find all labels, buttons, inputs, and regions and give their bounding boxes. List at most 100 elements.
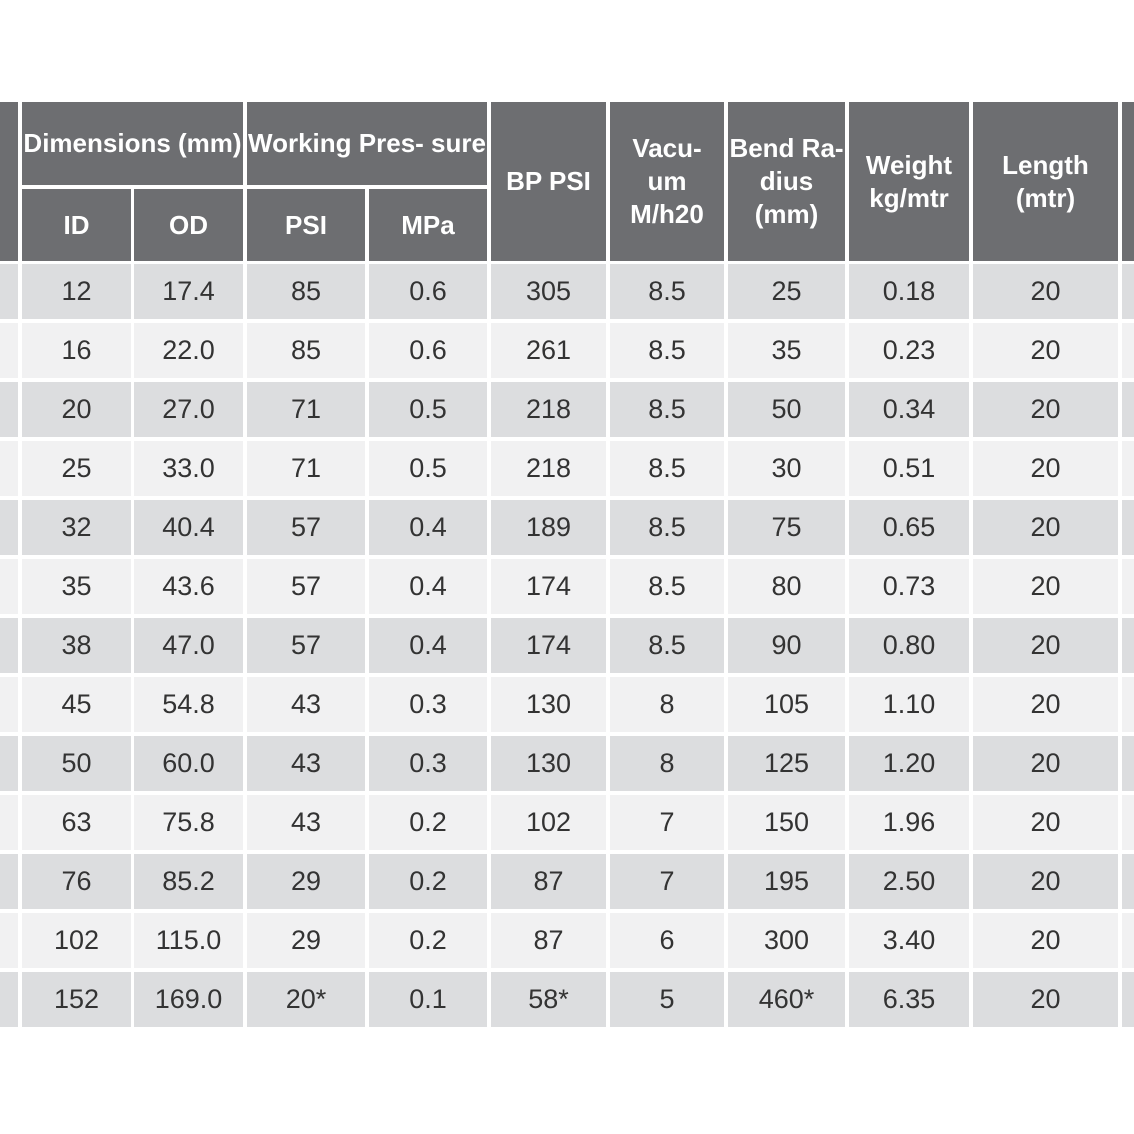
header-bp-psi: BP PSI (491, 102, 606, 261)
table-cell-id: 152 (22, 972, 131, 1027)
table-cell-bend-radius: 80 (728, 559, 845, 614)
table-cell-bp-psi: 261 (491, 323, 606, 378)
table-cell-partial-left (0, 913, 18, 968)
table-cell-bp-psi: 87 (491, 854, 606, 909)
table-cell-od: 169.0 (134, 972, 243, 1027)
table-cell-mpa: 0.4 (369, 500, 487, 555)
table-cell-psi: 43 (247, 795, 365, 850)
table-cell-mpa: 0.2 (369, 913, 487, 968)
table-cell-partial-left (0, 677, 18, 732)
header-vacuum: Vacu- um M/h20 (610, 102, 724, 261)
table-cell-psi: 20* (247, 972, 365, 1027)
table-cell-partial-left (0, 441, 18, 496)
table-cell-vacuum: 8.5 (610, 382, 724, 437)
table-cell-mpa: 0.2 (369, 795, 487, 850)
table-cell-id: 20 (22, 382, 131, 437)
table-cell-id: 102 (22, 913, 131, 968)
table-cell-vacuum: 8.5 (610, 264, 724, 319)
table-cell-weight: 0.51 (849, 441, 969, 496)
table-cell-vacuum: 8 (610, 677, 724, 732)
header-working-pressure: Working Pres- sure (247, 102, 487, 185)
table-cell-weight: 1.96 (849, 795, 969, 850)
table-cell-partial-right (1122, 677, 1134, 732)
table-cell-partial-left (0, 382, 18, 437)
table-cell-od: 60.0 (134, 736, 243, 791)
table-cell-id: 35 (22, 559, 131, 614)
table-cell-vacuum: 5 (610, 972, 724, 1027)
table-cell-bend-radius: 75 (728, 500, 845, 555)
table-cell-od: 40.4 (134, 500, 243, 555)
table-cell-weight: 6.35 (849, 972, 969, 1027)
table-cell-partial-left (0, 264, 18, 319)
table-cell-bp-psi: 218 (491, 382, 606, 437)
table-cell-bp-psi: 130 (491, 736, 606, 791)
table-cell-partial-left (0, 972, 18, 1027)
table-cell-mpa: 0.2 (369, 854, 487, 909)
table-cell-partial-right (1122, 736, 1134, 791)
table-cell-psi: 85 (247, 264, 365, 319)
table-cell-length: 20 (973, 736, 1118, 791)
table-cell-weight: 1.10 (849, 677, 969, 732)
table-cell-bend-radius: 150 (728, 795, 845, 850)
header-dimensions: Dimensions (mm) (22, 102, 243, 185)
table-cell-bend-radius: 30 (728, 441, 845, 496)
table-cell-length: 20 (973, 795, 1118, 850)
table-cell-vacuum: 8.5 (610, 559, 724, 614)
header-bend-radius: Bend Ra- dius (mm) (728, 102, 845, 261)
table-cell-od: 27.0 (134, 382, 243, 437)
table-cell-id: 25 (22, 441, 131, 496)
table-cell-weight: 3.40 (849, 913, 969, 968)
header-cell-partial-left (0, 102, 18, 261)
table-cell-bp-psi: 174 (491, 618, 606, 673)
header-length: Length (mtr) (973, 102, 1118, 261)
table-cell-partial-right (1122, 264, 1134, 319)
table-cell-id: 32 (22, 500, 131, 555)
table-cell-length: 20 (973, 441, 1118, 496)
table-cell-vacuum: 8 (610, 736, 724, 791)
table-cell-partial-left (0, 323, 18, 378)
table-cell-od: 85.2 (134, 854, 243, 909)
table-cell-mpa: 0.4 (369, 559, 487, 614)
table-cell-od: 22.0 (134, 323, 243, 378)
table-cell-length: 20 (973, 382, 1118, 437)
table-cell-partial-left (0, 854, 18, 909)
table-cell-bp-psi: 102 (491, 795, 606, 850)
table-cell-vacuum: 8.5 (610, 323, 724, 378)
table-cell-od: 33.0 (134, 441, 243, 496)
table-cell-partial-left (0, 736, 18, 791)
table-cell-bend-radius: 105 (728, 677, 845, 732)
table-cell-bp-psi: 58* (491, 972, 606, 1027)
table-cell-vacuum: 7 (610, 795, 724, 850)
table-cell-length: 20 (973, 677, 1118, 732)
table-cell-weight: 0.73 (849, 559, 969, 614)
table-cell-partial-right (1122, 913, 1134, 968)
header-psi: PSI (247, 189, 365, 261)
table-cell-bend-radius: 35 (728, 323, 845, 378)
table-cell-bend-radius: 90 (728, 618, 845, 673)
table-cell-psi: 85 (247, 323, 365, 378)
table-cell-mpa: 0.5 (369, 382, 487, 437)
table-cell-id: 63 (22, 795, 131, 850)
table-cell-mpa: 0.3 (369, 677, 487, 732)
table-cell-weight: 0.34 (849, 382, 969, 437)
table-cell-bp-psi: 87 (491, 913, 606, 968)
table-cell-weight: 2.50 (849, 854, 969, 909)
table-cell-bend-radius: 300 (728, 913, 845, 968)
table-cell-id: 76 (22, 854, 131, 909)
table-cell-bend-radius: 460* (728, 972, 845, 1027)
table-cell-psi: 29 (247, 854, 365, 909)
table-cell-partial-left (0, 500, 18, 555)
table-cell-od: 115.0 (134, 913, 243, 968)
table-cell-bp-psi: 218 (491, 441, 606, 496)
table-cell-od: 75.8 (134, 795, 243, 850)
table-cell-mpa: 0.4 (369, 618, 487, 673)
header-mpa: MPa (369, 189, 487, 261)
table-cell-vacuum: 6 (610, 913, 724, 968)
table-cell-weight: 1.20 (849, 736, 969, 791)
table-cell-partial-right (1122, 500, 1134, 555)
table-cell-bp-psi: 305 (491, 264, 606, 319)
table-cell-vacuum: 7 (610, 854, 724, 909)
header-weight: Weight kg/mtr (849, 102, 969, 261)
table-cell-partial-right (1122, 323, 1134, 378)
table-cell-psi: 43 (247, 736, 365, 791)
